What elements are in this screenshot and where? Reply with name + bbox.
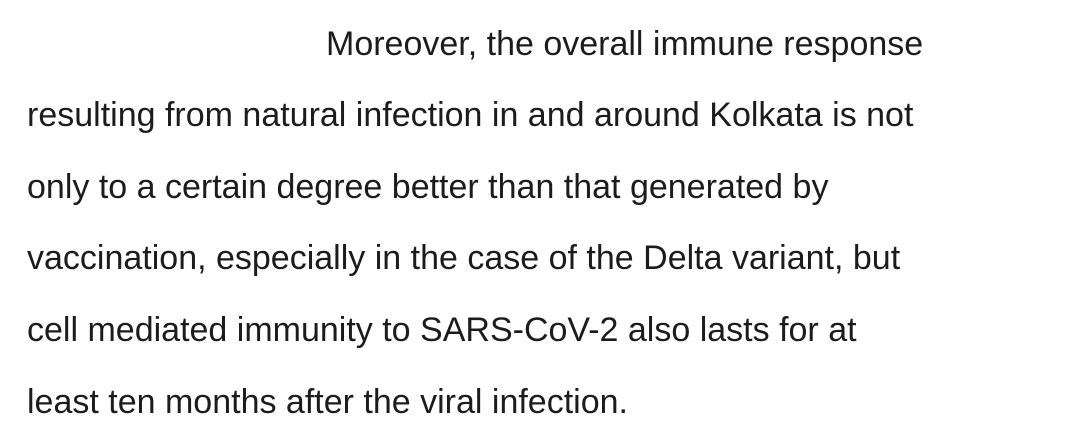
paragraph-line: Moreover, the overall immune response — [326, 25, 924, 63]
paragraph-line: least ten months after the viral infecti… — [27, 383, 628, 421]
paragraph-line: resulting from natural infection in and … — [27, 96, 914, 134]
paragraph-line: cell mediated immunity to SARS-CoV-2 als… — [27, 311, 857, 349]
paragraph-line: vaccination, especially in the case of t… — [27, 239, 901, 277]
paragraph-line: only to a certain degree better than tha… — [27, 168, 829, 206]
